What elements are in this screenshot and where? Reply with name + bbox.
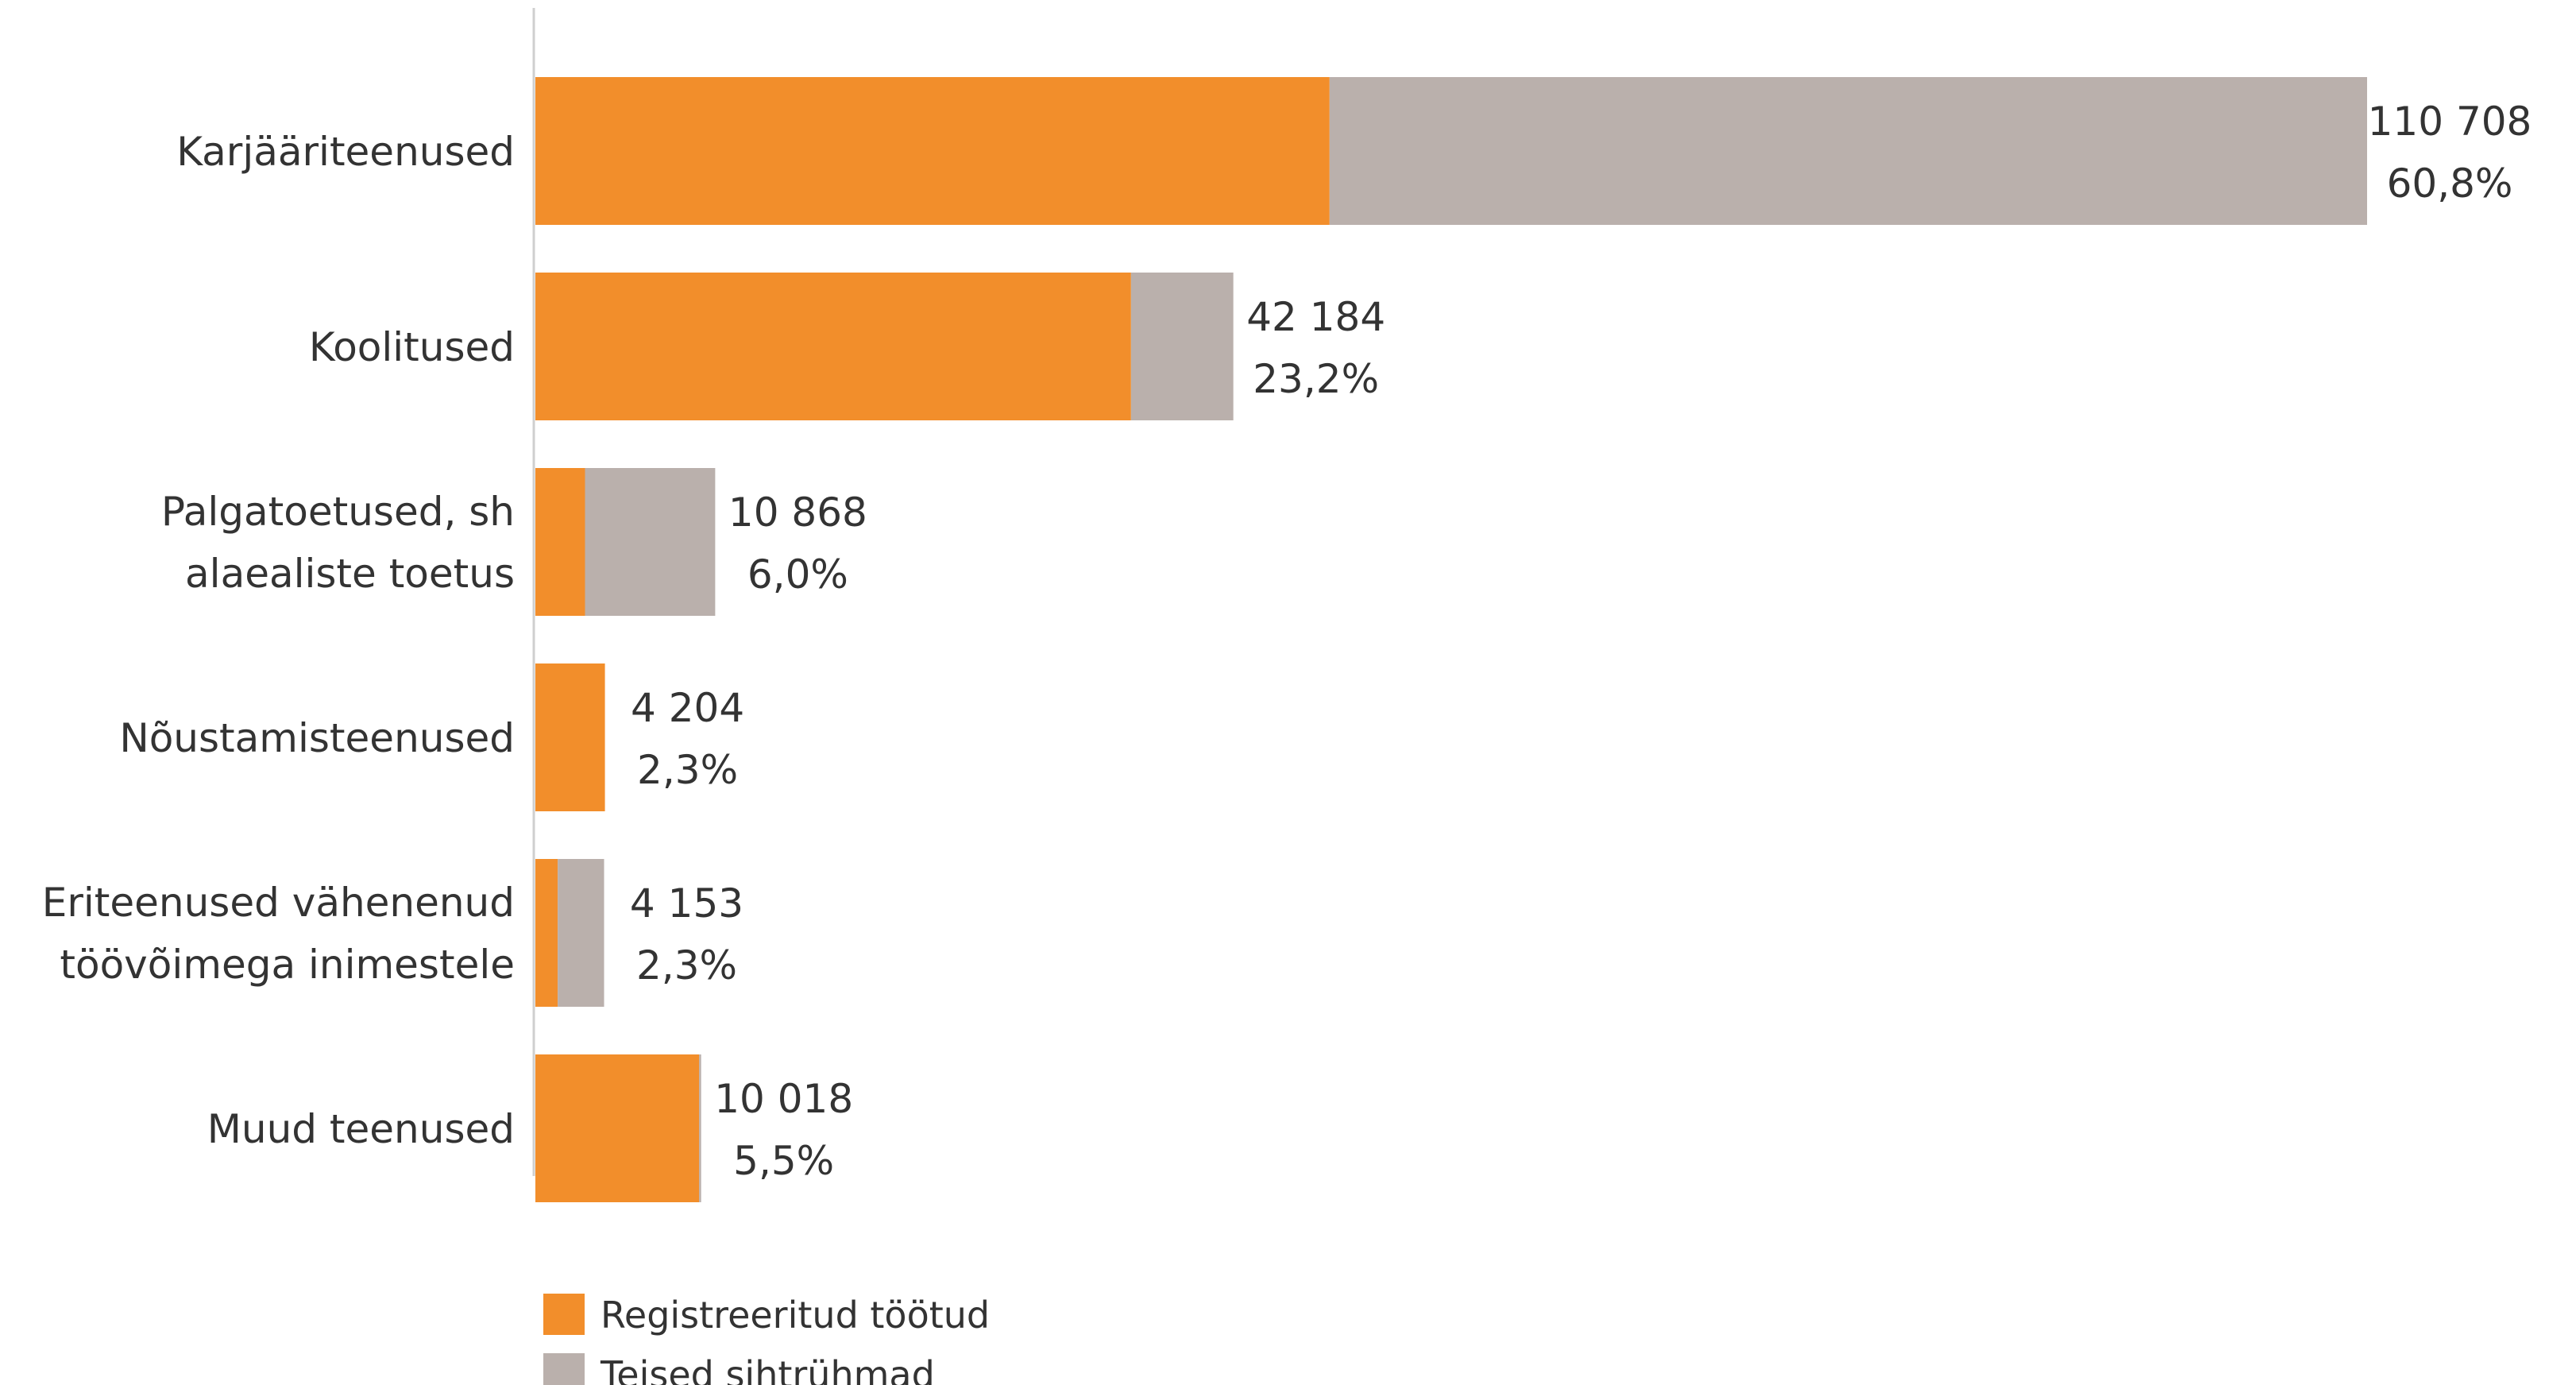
- category-label-4-line-0: Eriteenused vähenenud: [42, 880, 515, 926]
- bar-segment-registreeritud-2: [535, 468, 585, 616]
- bar-segment-teised-2: [585, 468, 716, 616]
- category-label-1: Koolitused: [309, 324, 515, 370]
- category-label-2-line-1: alaealiste toetus: [185, 551, 515, 597]
- legend: Registreeritud töötud Teised sihtrühmad: [543, 1294, 990, 1385]
- bar-segment-teised-1: [1130, 273, 1234, 420]
- labels-layer: Karjääriteenused 110 708 60,8% Koolitused 42…: [42, 99, 2532, 1184]
- bar-segment-teised-4: [558, 859, 604, 1007]
- bar-segment-registreeritud-4: [535, 859, 558, 1007]
- category-label-4-line-1: töövõimega inimestele: [60, 942, 515, 988]
- bar-segment-registreeritud-3: [535, 663, 605, 811]
- total-label-0: 110 708: [2368, 99, 2532, 145]
- category-label-2-line-0: Palgatoetused, sh: [161, 489, 515, 535]
- legend-swatch-registreeritud: [543, 1294, 585, 1335]
- bar-segment-teised-0: [1329, 77, 2367, 225]
- category-label-3: Nõustamisteenused: [119, 715, 515, 761]
- share-label-5: 5,5%: [733, 1138, 834, 1184]
- bar-segment-registreeritud-5: [535, 1054, 700, 1202]
- legend-label-teised: Teised sihtrühmad: [600, 1353, 935, 1385]
- total-label-5: 10 018: [714, 1076, 853, 1122]
- bar-segment-teised-5: [699, 1054, 701, 1202]
- share-label-2: 6,0%: [747, 551, 848, 598]
- total-label-1: 42 184: [1246, 294, 1385, 340]
- share-label-4: 2,3%: [636, 942, 737, 988]
- legend-swatch-teised: [543, 1353, 585, 1385]
- total-label-2: 10 868: [728, 489, 867, 536]
- category-label-0: Karjääriteenused: [176, 129, 515, 175]
- total-label-4: 4 153: [630, 880, 743, 927]
- category-label-5: Muud teenused: [207, 1106, 515, 1152]
- bar-segment-registreeritud-1: [535, 273, 1131, 420]
- share-label-1: 23,2%: [1253, 356, 1379, 402]
- share-label-0: 60,8%: [2387, 161, 2513, 207]
- legend-label-registreeritud: Registreeritud töötud: [601, 1294, 990, 1337]
- share-label-3: 2,3%: [637, 747, 738, 793]
- total-label-3: 4 204: [631, 685, 744, 731]
- bars-layer: [535, 77, 2367, 1202]
- bar-segment-registreeritud-0: [535, 77, 1330, 225]
